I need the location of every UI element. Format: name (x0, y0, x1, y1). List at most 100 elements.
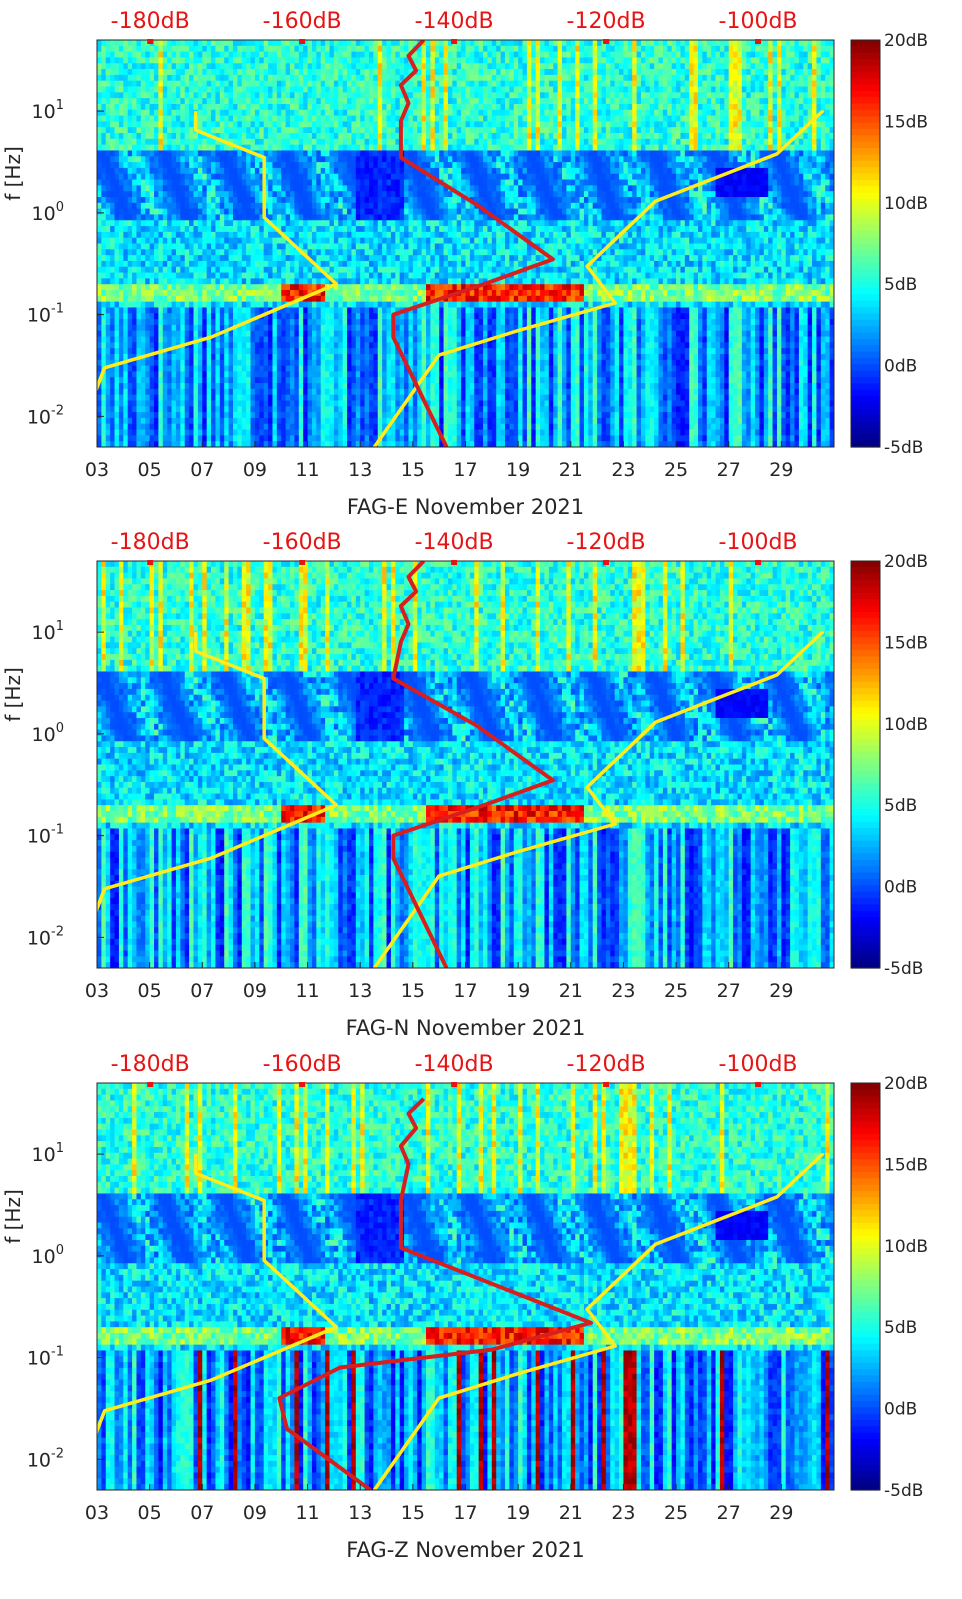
x-tick-label: 21 (559, 459, 583, 481)
spectrogram-chart-3: 03 05 07 09 11 13 15 17 19 21 23 25 27 29 FAG-Z Novemb… (1, 1052, 928, 1562)
spectrogram-panel-3: 03 05 07 09 11 13 15 17 19 21 23 25 27 29 FAG-Z Novemb… (0, 1043, 962, 1576)
top-db-tick-label: -100dB (719, 530, 798, 555)
x-axis-label: FAG-Z November 2021 (346, 1538, 584, 1562)
colorbar-tick-label: -5dB (884, 1481, 923, 1501)
colorbar-tick-label: 10dB (884, 1237, 928, 1257)
y-tick-label: 10-1 (27, 823, 64, 848)
colorbar-tick-label: 0dB (884, 1400, 917, 1420)
series-line-median-spectrum (391, 40, 555, 447)
series-line-high-noise-model (372, 1152, 825, 1490)
x-tick-label: 15 (401, 459, 425, 481)
y-axis-label: f [Hz] (1, 146, 25, 201)
colorbar-tick-label: 10dB (884, 194, 928, 214)
top-db-tick-label: -100dB (719, 1052, 798, 1077)
y-tick-label: 100 (32, 1243, 64, 1268)
x-tick-label: 13 (348, 980, 372, 1002)
top-db-tick-label: -140dB (415, 9, 494, 34)
spectrogram-panel-1: 03 05 07 09 11 13 15 17 19 21 23 25 27 29 FAG-E Novemb… (0, 0, 962, 533)
top-db-tick-mark (299, 39, 306, 44)
x-tick-label: 23 (611, 980, 635, 1002)
x-tick-label: 09 (243, 459, 267, 481)
top-db-tick-mark (147, 560, 154, 565)
top-db-tick-mark (755, 560, 762, 565)
colorbar-tick-label: 20dB (884, 1074, 928, 1094)
x-tick-label: 13 (348, 1502, 372, 1524)
top-db-tick-label: -160dB (263, 1052, 342, 1077)
y-axis-label: f [Hz] (1, 667, 25, 722)
x-tick-label: 29 (769, 459, 793, 481)
top-db-tick-mark (147, 1082, 154, 1087)
x-tick-label: 25 (664, 459, 688, 481)
x-tick-label: 25 (664, 1502, 688, 1524)
top-db-tick-mark (147, 39, 154, 44)
top-db-tick-label: -160dB (263, 530, 342, 555)
spectrogram-heatmap (97, 1083, 834, 1490)
x-tick-label: 27 (717, 1502, 741, 1524)
y-tick-label: 10-2 (27, 924, 64, 949)
x-tick-label: 25 (664, 980, 688, 1002)
y-tick-label: 10-1 (27, 302, 64, 327)
y-tick-label: 101 (32, 98, 64, 123)
x-tick-label: 15 (401, 1502, 425, 1524)
series-line-median-spectrum (391, 561, 555, 968)
x-tick-label: 21 (559, 1502, 583, 1524)
x-tick-label: 03 (85, 459, 109, 481)
spectrogram-chart-1: 03 05 07 09 11 13 15 17 19 21 23 25 27 29 FAG-E Novemb… (1, 9, 928, 519)
top-db-tick-mark (299, 560, 306, 565)
y-tick-label: 101 (32, 1141, 64, 1166)
top-db-tick-label: -120dB (567, 1052, 646, 1077)
top-db-tick-mark (299, 1082, 306, 1087)
x-tick-label: 11 (295, 980, 319, 1002)
spectrogram-heatmap (97, 561, 834, 968)
y-tick-label: 10-2 (27, 1446, 64, 1471)
top-db-tick-label: -100dB (719, 9, 798, 34)
x-tick-label: 23 (611, 1502, 635, 1524)
y-tick-label: 100 (32, 721, 64, 746)
x-tick-label: 05 (138, 980, 162, 1002)
x-tick-label: 19 (506, 459, 530, 481)
x-tick-label: 09 (243, 980, 267, 1002)
top-db-tick-label: -180dB (111, 530, 190, 555)
spectrogram-heatmap (97, 40, 834, 447)
y-tick-label: 10-2 (27, 403, 64, 428)
x-tick-label: 29 (769, 980, 793, 1002)
colorbar (850, 1082, 881, 1491)
x-axis-label: FAG-N November 2021 (346, 1016, 586, 1040)
series-line-low-noise-model (97, 632, 339, 914)
x-tick-label: 15 (401, 980, 425, 1002)
top-db-tick-mark (755, 1082, 762, 1087)
colorbar-tick-label: -5dB (884, 438, 923, 458)
x-tick-label: 27 (717, 980, 741, 1002)
top-db-tick-mark (755, 39, 762, 44)
top-db-tick-label: -180dB (111, 1052, 190, 1077)
series-line-low-noise-model (97, 111, 339, 393)
colorbar (850, 39, 881, 448)
x-axis-label: FAG-E November 2021 (347, 495, 584, 519)
top-db-tick-mark (451, 1082, 458, 1087)
x-tick-label: 03 (85, 1502, 109, 1524)
y-tick-label: 101 (32, 619, 64, 644)
colorbar-tick-label: 0dB (884, 357, 917, 377)
top-db-tick-label: -180dB (111, 9, 190, 34)
top-db-tick-mark (603, 39, 610, 44)
colorbar-tick-label: 0dB (884, 878, 917, 898)
x-tick-label: 07 (190, 1502, 214, 1524)
top-db-tick-label: -140dB (415, 1052, 494, 1077)
x-tick-label: 19 (506, 980, 530, 1002)
top-db-tick-label: -140dB (415, 530, 494, 555)
x-tick-label: 11 (295, 1502, 319, 1524)
colorbar-tick-label: 5dB (884, 796, 917, 816)
top-db-tick-mark (603, 560, 610, 565)
top-db-tick-label: -120dB (567, 9, 646, 34)
colorbar-tick-label: -5dB (884, 959, 923, 979)
x-tick-label: 05 (138, 1502, 162, 1524)
top-db-tick-label: -160dB (263, 9, 342, 34)
x-tick-label: 17 (453, 980, 477, 1002)
colorbar-tick-label: 5dB (884, 1318, 917, 1338)
y-tick-label: 100 (32, 200, 64, 225)
top-db-tick-label: -120dB (567, 530, 646, 555)
y-tick-label: 10-1 (27, 1345, 64, 1370)
series-line-high-noise-model (372, 109, 825, 447)
x-tick-label: 21 (559, 980, 583, 1002)
